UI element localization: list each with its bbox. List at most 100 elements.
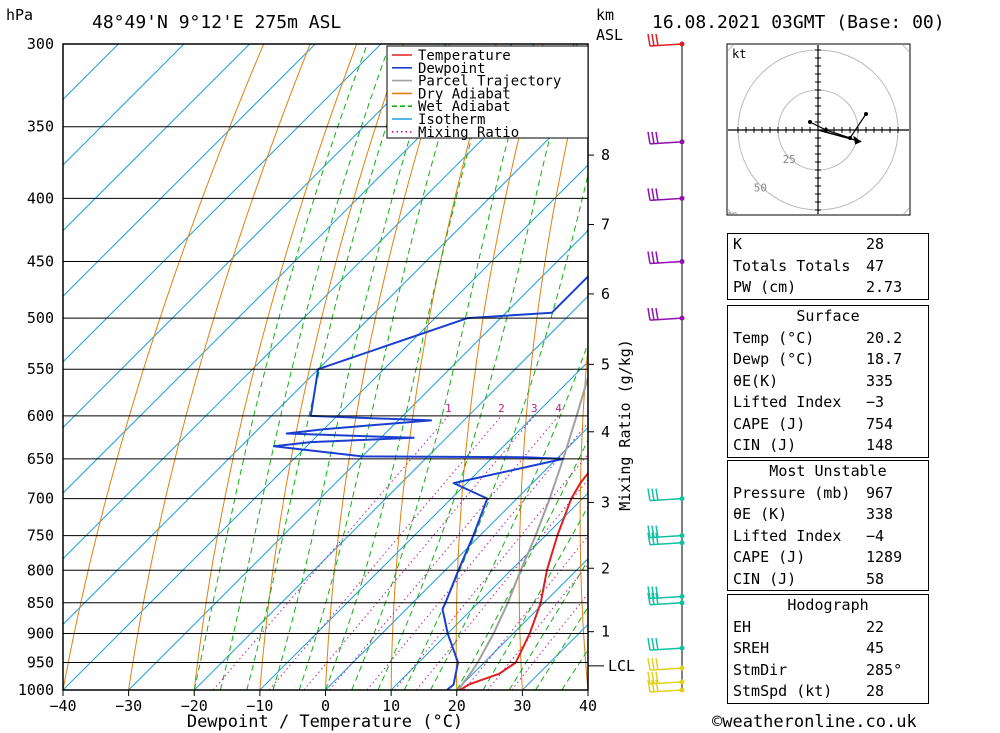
hodo-index-row: EH 22 (728, 617, 928, 639)
x-tick-label: 20 (448, 697, 466, 715)
wind-barbs (647, 33, 685, 693)
pressure-tick-label: 950 (27, 653, 54, 671)
pressure-tick-label: 850 (27, 594, 54, 612)
wind-barb (647, 307, 685, 321)
pressure-tick-label: 450 (27, 253, 54, 271)
isotherm-line (63, 44, 513, 494)
x-tick-label: −40 (49, 697, 76, 715)
km-label: km (596, 6, 614, 24)
km-tick-label: 6 (601, 285, 610, 303)
isotherm-line (63, 164, 588, 690)
dry-adiabat-line (696, 44, 729, 690)
surface-title: Surface (796, 307, 860, 325)
isotherm-line (63, 44, 382, 363)
mixing-ratio-label: 20 (701, 402, 714, 415)
indices-general-box: K 28 Totals Totals 47 PW (cm) 2.73 (727, 233, 929, 300)
pressure-tick-label: 600 (27, 407, 54, 425)
mu-index-value: 967 (866, 483, 894, 502)
km-tick-label: 3 (601, 493, 610, 511)
sounding-traces: 12346810162025 (272, 229, 714, 690)
surface-index-label: Temp (°C) (733, 328, 815, 347)
surface-index-value: 20.2 (866, 328, 903, 347)
hodo-index-label: EH (733, 617, 752, 636)
x-tick-label: −20 (181, 697, 208, 715)
wind-barb-flag (651, 488, 655, 501)
wind-barb (647, 679, 685, 693)
mu-index-value: 1289 (866, 548, 903, 566)
wet-adiabat-line (377, 44, 575, 690)
mu-index-label: CAPE (J) (733, 548, 806, 566)
general-index-value: 2.73 (866, 278, 903, 296)
isotherm-line (63, 44, 185, 166)
hodograph-ring-label: 25 (783, 153, 796, 166)
hodograph-ring-label: 50 (754, 182, 767, 195)
x-tick-label: −30 (115, 697, 142, 715)
surface-index-label: θE(K) (733, 371, 779, 390)
wind-barb-staff (649, 260, 683, 265)
wind-barb-staff (649, 43, 683, 47)
mixing-ratio-line (303, 415, 535, 690)
hodo-index-value: 45 (866, 639, 885, 657)
wind-barb-flag (647, 532, 651, 545)
wind-barb-staff (649, 542, 683, 546)
plot-frame (62, 43, 604, 696)
temperature-line (459, 471, 588, 690)
legend-box (386, 45, 589, 139)
x-tick-label: 30 (513, 697, 531, 715)
surface-index-label: Dewp (°C) (733, 350, 815, 368)
pressure-tick-label: 650 (27, 450, 54, 468)
surface-index-row: θE(K) 335 (728, 371, 928, 393)
wind-barb-flag (647, 657, 651, 671)
hodograph-unit: kt (732, 47, 746, 61)
hodo-index-row: StmDir 285° (728, 660, 928, 682)
pressure-tick-label: 900 (27, 624, 54, 642)
mu-index-row: Lifted Index −4 (728, 526, 928, 548)
pressure-tick-label: 700 (27, 490, 54, 508)
dry-adiabat-line (639, 44, 682, 690)
wind-barb-staff (649, 534, 683, 539)
general-index-label: PW (cm) (733, 278, 797, 296)
mixing-ratio-label: 1 (445, 402, 452, 415)
hodo-index-row: SREH 45 (728, 638, 928, 660)
surface-index-row: CIN (J) 148 (728, 435, 928, 457)
wind-barb-flag (655, 657, 659, 671)
wind-barb (647, 488, 685, 502)
wind-barb (647, 592, 685, 606)
wind-barb-staff (649, 317, 683, 321)
surface-index-value: 754 (866, 414, 894, 433)
wind-barb-flag (655, 638, 659, 651)
wind-barb-flag (655, 532, 659, 545)
wind-barb-staff (649, 197, 683, 202)
wind-barb-flag (647, 488, 651, 501)
storm-motion-arrow (817, 129, 862, 143)
wind-barb-staff (649, 497, 683, 502)
wind-barb-flag (655, 131, 659, 144)
isotherm-line (390, 492, 588, 690)
wind-barb-staff (649, 602, 683, 606)
wind-barb (647, 33, 685, 47)
x-tick-label: 40 (579, 697, 597, 715)
wet-adiabat-line (430, 342, 588, 690)
legend-label: Mixing Ratio (418, 125, 519, 141)
copyright: ©weatheronline.co.uk (712, 712, 917, 732)
isotherm-line (325, 426, 588, 690)
wind-barb-flag (651, 188, 655, 201)
wind-barb (647, 657, 685, 671)
surface-index-row: CAPE (J) 754 (728, 414, 928, 436)
surface-index-row: Lifted Index −3 (728, 392, 928, 414)
general-index-row: Totals Totals 47 (728, 256, 928, 278)
wind-barb-flag (655, 679, 659, 693)
km-tick-label: 2 (601, 559, 610, 577)
datetime-title: 16.08.2021 03GMT (Base: 00) (652, 12, 945, 33)
surface-index-row: Temp (°C) 20.2 (728, 328, 928, 350)
wet-adiabat-line (456, 438, 588, 690)
wind-barb-staff (649, 647, 683, 651)
surface-index-value: −3 (866, 393, 885, 411)
wind-barb (647, 251, 685, 265)
hodo-index-value: 28 (866, 682, 885, 700)
wind-barb (647, 671, 685, 685)
wind-barb-flag (655, 488, 659, 501)
legend-label: Temperature (418, 48, 511, 64)
